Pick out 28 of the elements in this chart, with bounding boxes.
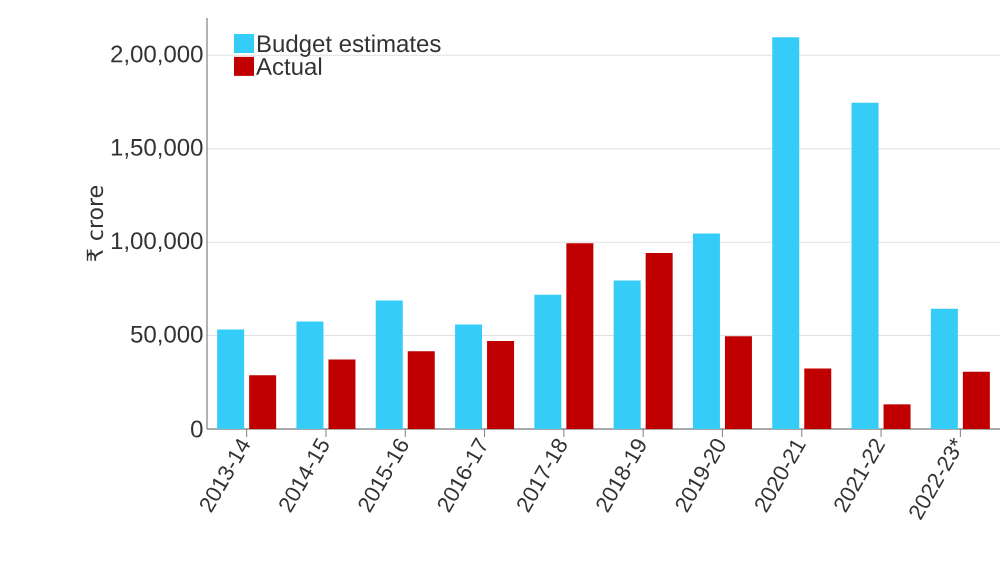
legend-label: Actual (256, 57, 322, 76)
y-tick-label: 2,00,000 (111, 45, 203, 66)
bar (851, 102, 879, 429)
bar (249, 375, 277, 429)
bar (930, 308, 958, 429)
y-tick-label: 1,50,000 (111, 138, 203, 159)
bar (217, 329, 245, 429)
y-axis-title: ₹ crore (86, 186, 104, 261)
bar (296, 321, 324, 429)
bar (566, 243, 594, 429)
bar (487, 341, 515, 429)
bar (375, 300, 403, 429)
bar (407, 351, 435, 429)
bar (455, 324, 483, 429)
y-tick-label: 1,00,000 (111, 232, 203, 253)
bar (804, 368, 832, 429)
bar (724, 336, 752, 429)
bar (645, 253, 673, 429)
bar (692, 233, 720, 429)
bar (328, 359, 356, 429)
y-tick-label: 0 (191, 420, 203, 438)
bar (962, 371, 990, 429)
bar (772, 37, 800, 429)
y-tick-label: 50,000 (131, 325, 203, 346)
legend-label: Budget estimates (257, 34, 441, 57)
bar (613, 280, 641, 429)
bar (534, 294, 562, 429)
bar (883, 404, 911, 429)
